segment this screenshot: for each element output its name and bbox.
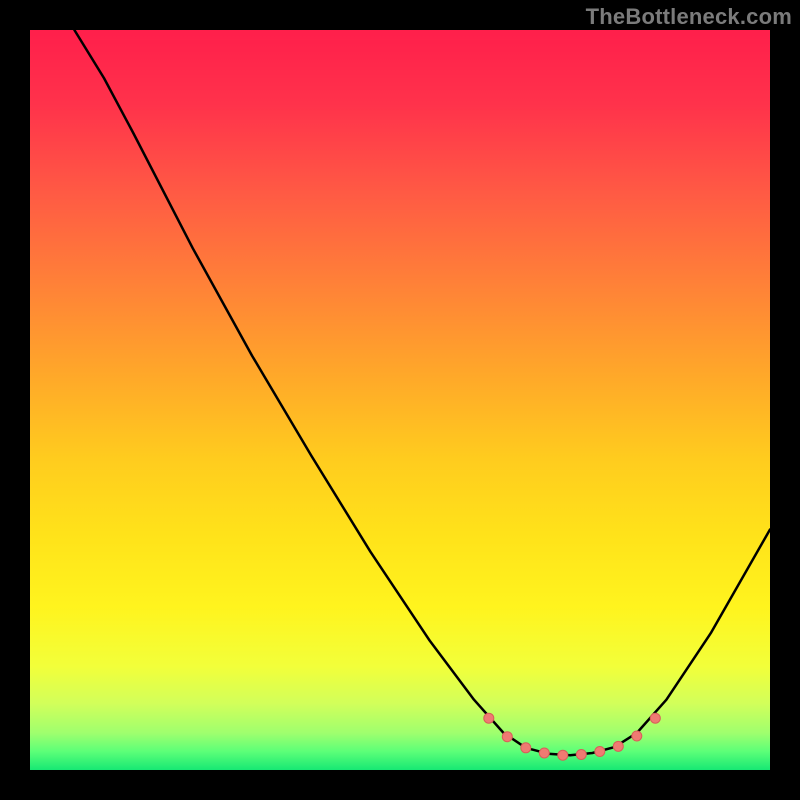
marker-point bbox=[484, 713, 494, 723]
watermark-text: TheBottleneck.com bbox=[586, 4, 792, 30]
plot-background bbox=[30, 30, 770, 770]
marker-point bbox=[576, 749, 586, 759]
marker-point bbox=[595, 747, 605, 757]
marker-point bbox=[650, 713, 660, 723]
marker-point bbox=[613, 741, 623, 751]
marker-point bbox=[539, 748, 549, 758]
marker-point bbox=[632, 731, 642, 741]
marker-point bbox=[558, 750, 568, 760]
marker-point bbox=[502, 732, 512, 742]
chart-stage: TheBottleneck.com bbox=[0, 0, 800, 800]
bottleneck-chart bbox=[0, 0, 800, 800]
marker-point bbox=[521, 743, 531, 753]
